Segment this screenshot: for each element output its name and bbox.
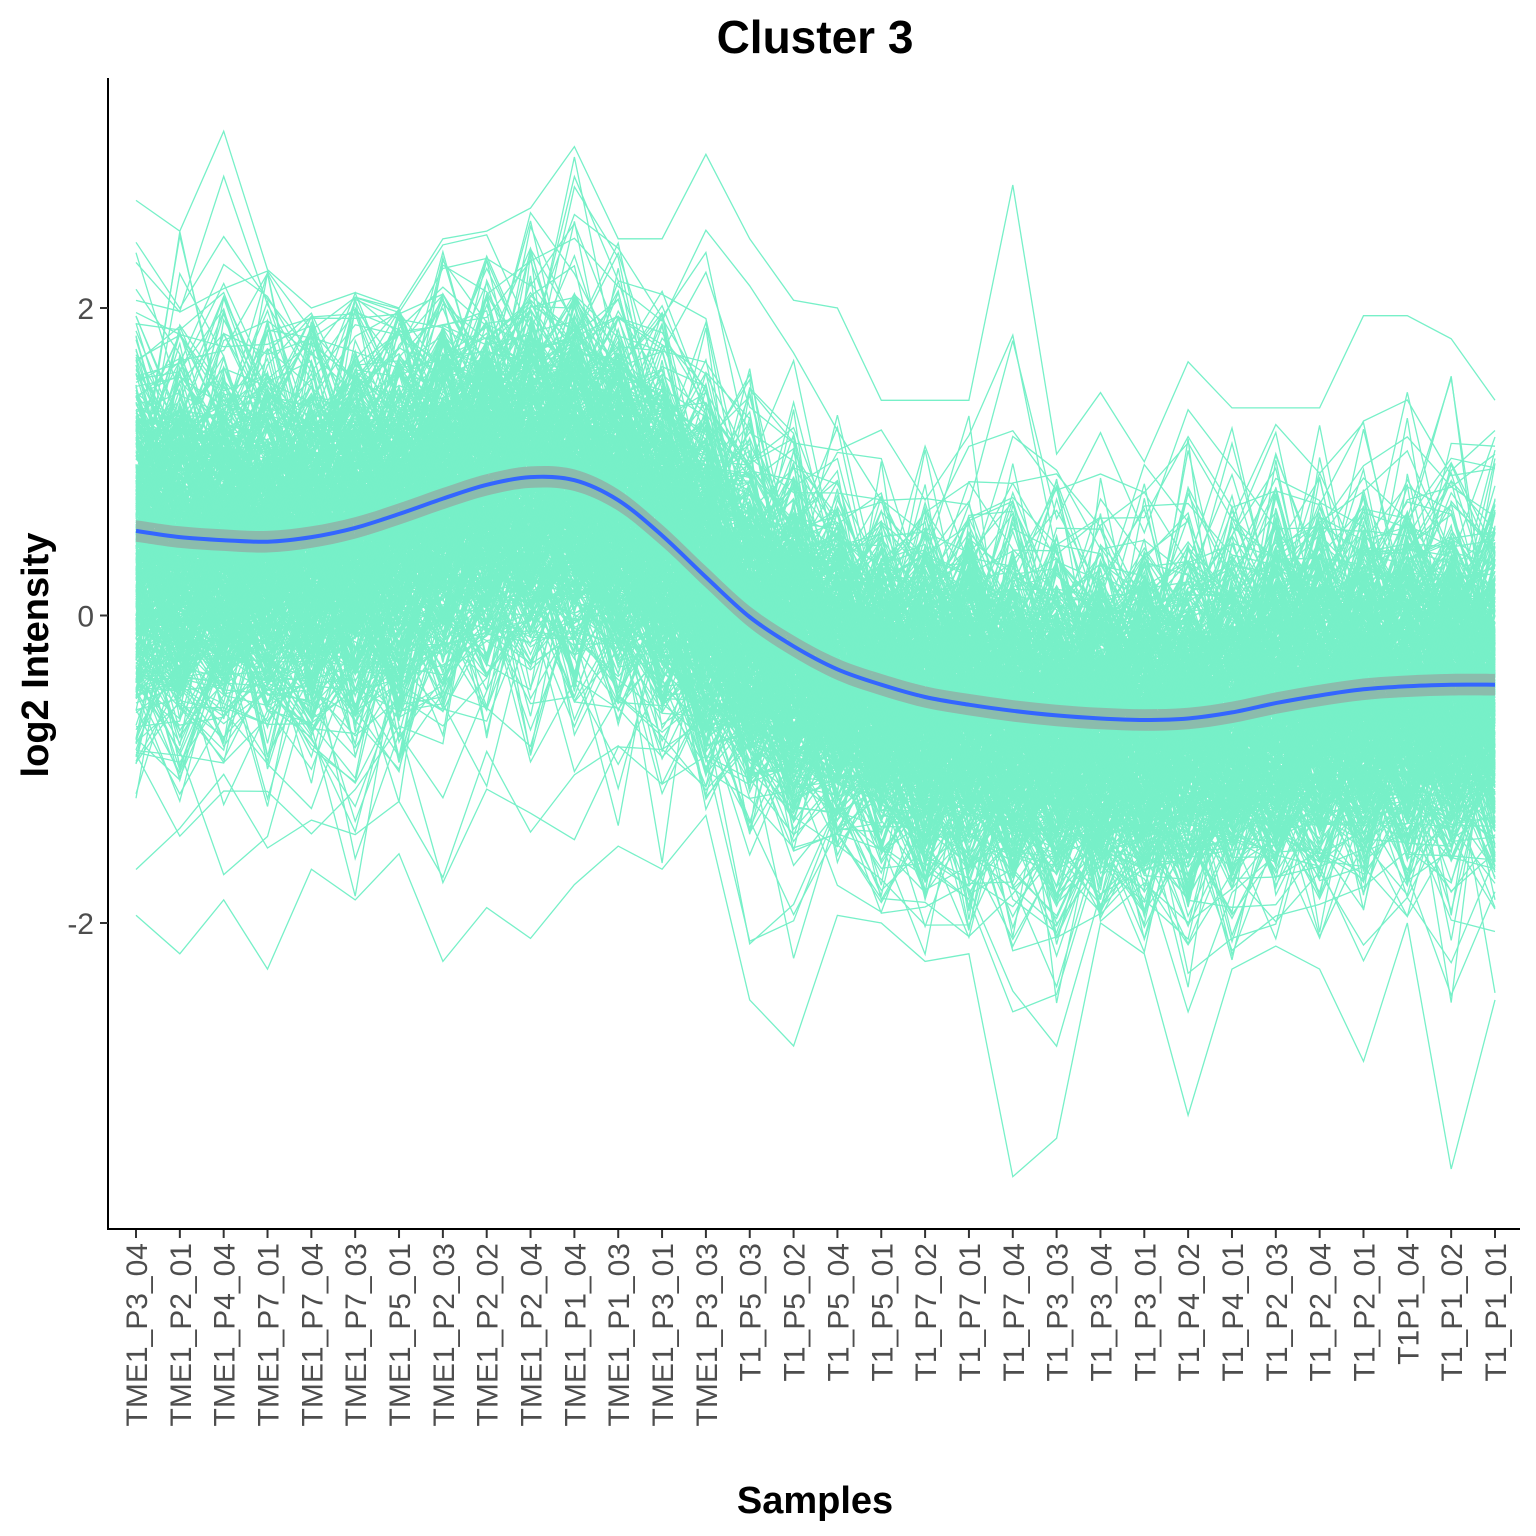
x-tick-label: T1_P4_02 — [1173, 1243, 1206, 1381]
x-tick-label: TME1_P2_01 — [165, 1243, 198, 1426]
x-tick-label: T1_P1_01 — [1480, 1243, 1513, 1381]
profile-line — [135, 432, 1496, 829]
profile-line — [135, 372, 1496, 776]
x-tick-label: T1_P5_01 — [866, 1243, 899, 1381]
profile-line — [135, 530, 1496, 917]
x-tick-label: T1_P3_03 — [1042, 1243, 1075, 1381]
profile-line — [135, 316, 1496, 772]
y-axis-ticks: -2 0 2 — [67, 293, 108, 941]
x-tick-label: T1_P2_04 — [1305, 1243, 1338, 1381]
profile-line — [135, 174, 1496, 535]
x-tick-label: T1_P5_02 — [779, 1243, 812, 1381]
profile-line — [135, 299, 1496, 728]
profile-line — [135, 566, 1496, 938]
profile-line — [135, 384, 1496, 834]
y-tick-label: -2 — [67, 908, 94, 941]
x-tick-label: TME1_P5_01 — [384, 1243, 417, 1426]
profile-line — [135, 718, 1496, 1013]
x-tick-label: T1_P3_01 — [1129, 1243, 1162, 1381]
x-tick-label: TME1_P1_03 — [603, 1243, 636, 1426]
profile-line — [135, 385, 1496, 815]
profile-line — [135, 445, 1496, 835]
profile-line — [135, 560, 1496, 930]
trend-line — [135, 474, 1496, 723]
profile-line — [135, 260, 1496, 702]
profile-line — [135, 433, 1496, 768]
x-tick-label: T1_P5_04 — [822, 1243, 855, 1381]
profile-line — [135, 294, 1496, 763]
profile-line — [135, 279, 1496, 733]
profile-line — [135, 213, 1496, 626]
x-tick-label: T1_P3_04 — [1086, 1243, 1119, 1381]
x-tick-label: TME1_P7_03 — [340, 1243, 373, 1426]
x-tick-label: TME1_P3_03 — [691, 1243, 724, 1426]
x-tick-label: T1_P7_02 — [910, 1243, 943, 1381]
x-tick-label: T1P1_04 — [1392, 1243, 1425, 1365]
profile-line — [135, 592, 1496, 958]
profile-line — [135, 526, 1496, 904]
profile-line — [135, 345, 1496, 776]
profile-line — [135, 319, 1496, 787]
x-tick-label: TME1_P2_03 — [428, 1243, 461, 1426]
x-tick-label: TME1_P7_01 — [253, 1243, 286, 1426]
y-axis-title: log2 Intensity — [15, 533, 57, 778]
x-tick-label: TME1_P3_01 — [647, 1243, 680, 1426]
profile-line — [135, 129, 1496, 464]
y-tick-label: 0 — [77, 601, 94, 634]
x-tick-label: T1_P5_03 — [735, 1243, 768, 1381]
x-tick-label: TME1_P4_04 — [209, 1243, 242, 1426]
y-tick-label: 2 — [77, 293, 94, 326]
x-tick-label: TME1_P3_04 — [121, 1243, 154, 1426]
x-tick-label: T1_P7_04 — [998, 1243, 1031, 1381]
x-tick-label: TME1_P2_04 — [516, 1243, 549, 1426]
profile-line — [135, 509, 1496, 928]
profile-line — [135, 432, 1496, 817]
x-tick-label: T1_P1_02 — [1436, 1243, 1469, 1381]
x-axis-ticks: TME1_P3_04 TME1_P2_01 TME1_P4_04 TME1_P7_01… — [121, 1230, 1513, 1426]
profile-line — [135, 222, 1496, 556]
x-tick-label: T1_P2_03 — [1261, 1243, 1294, 1381]
profile-line — [135, 295, 1496, 757]
profile-line — [135, 443, 1496, 869]
profile-line — [135, 372, 1496, 770]
x-tick-label: T1_P2_01 — [1349, 1243, 1382, 1381]
trend-layer — [135, 465, 1496, 731]
x-tick-label: T1_P4_01 — [1217, 1243, 1250, 1381]
profile-line — [135, 551, 1496, 920]
profile-line — [135, 497, 1496, 942]
profile-line — [135, 344, 1496, 818]
x-tick-label: TME1_P1_04 — [559, 1243, 592, 1426]
profile-line — [135, 156, 1496, 736]
x-tick-label: T1_P7_01 — [954, 1243, 987, 1381]
x-axis-title: Samples — [737, 1480, 893, 1522]
profile-line — [135, 473, 1496, 882]
chart-title: Cluster 3 — [717, 11, 914, 63]
profile-line — [135, 386, 1496, 792]
profile-line — [135, 744, 1496, 1048]
x-tick-label: TME1_P2_02 — [472, 1243, 505, 1426]
axes — [107, 78, 1520, 1230]
x-tick-label: TME1_P7_04 — [296, 1243, 329, 1426]
profile-line — [135, 482, 1496, 909]
profile-line — [135, 429, 1496, 847]
profile-line — [135, 438, 1496, 865]
profile-line — [135, 813, 1496, 1178]
